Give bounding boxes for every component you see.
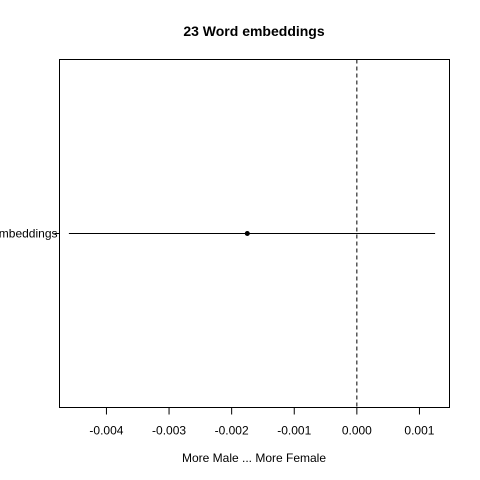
x-axis: -0.004 -0.003 -0.002 -0.001 0.000 0.001 — [89, 407, 435, 438]
x-tick-label: -0.004 — [89, 424, 123, 438]
x-tick-label: -0.002 — [215, 424, 249, 438]
estimate-point — [244, 231, 250, 236]
x-tick-label: 0.000 — [342, 424, 372, 438]
x-tick-label: -0.003 — [152, 424, 186, 438]
x-axis-label: More Male ... More Female — [182, 451, 326, 465]
y-tick-label: mbeddings — [0, 227, 58, 241]
x-tick-label: 0.001 — [404, 424, 434, 438]
x-tick-label: -0.001 — [277, 424, 311, 438]
chart-title: 23 Word embeddings — [183, 23, 325, 39]
data-points: mbeddings — [0, 227, 436, 241]
